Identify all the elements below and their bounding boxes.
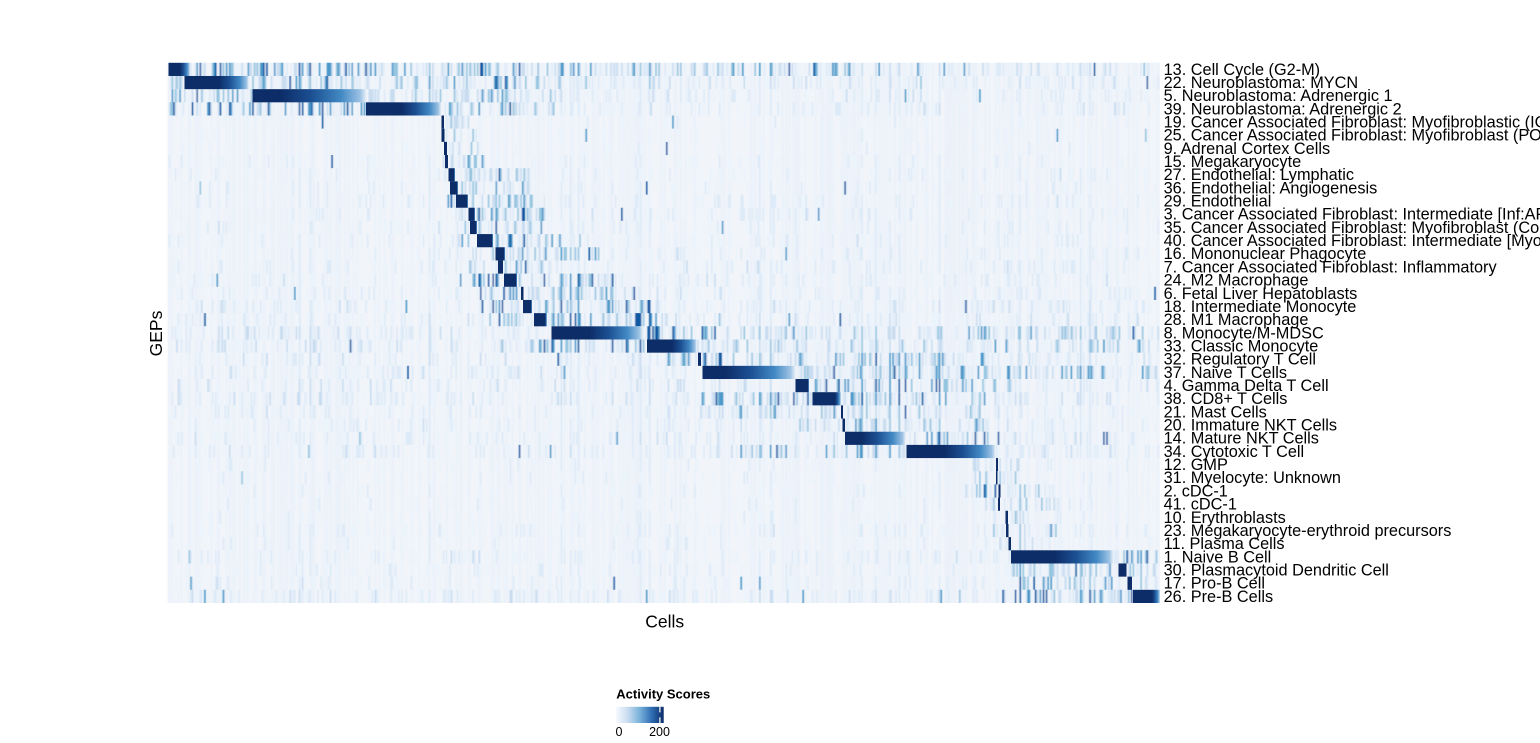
svg-text:40. Cancer Associated Fibrobla: 40. Cancer Associated Fibroblast: Interm…	[1164, 232, 1540, 250]
svg-text:10. Erythroblasts: 10. Erythroblasts	[1164, 509, 1286, 527]
svg-text:38. CD8+ T Cells: 38. CD8+ T Cells	[1164, 390, 1288, 408]
svg-text:21. Mast Cells: 21. Mast Cells	[1164, 403, 1267, 421]
svg-text:3. Cancer Associated Fibroblas: 3. Cancer Associated Fibroblast: Interme…	[1164, 206, 1540, 224]
svg-text:12. GMP: 12. GMP	[1164, 456, 1228, 474]
svg-text:37. Naive T Cells: 37. Naive T Cells	[1164, 364, 1287, 382]
svg-text:13. Cell Cycle (G2-M): 13. Cell Cycle (G2-M)	[1164, 61, 1321, 79]
svg-text:15. Megakaryocyte: 15. Megakaryocyte	[1164, 153, 1302, 171]
svg-text:24. M2 Macrophage: 24. M2 Macrophage	[1164, 272, 1309, 290]
svg-text:41. cDC-1: 41. cDC-1	[1164, 496, 1237, 514]
svg-text:9. Adrenal Cortex Cells: 9. Adrenal Cortex Cells	[1164, 140, 1331, 158]
svg-text:0: 0	[616, 725, 623, 739]
svg-text:29. Endothelial: 29. Endothelial	[1164, 193, 1272, 211]
svg-text:33. Classic Monocyte: 33. Classic Monocyte	[1164, 338, 1319, 356]
svg-text:16. Mononuclear Phagocyte: 16. Mononuclear Phagocyte	[1164, 245, 1367, 263]
svg-text:20. Immature NKT Cells: 20. Immature NKT Cells	[1164, 417, 1337, 435]
svg-text:39. Neuroblastoma: Adrenergic: 39. Neuroblastoma: Adrenergic 2	[1164, 100, 1402, 118]
svg-text:35. Cancer Associated Fibrobla: 35. Cancer Associated Fibroblast: Myofib…	[1164, 219, 1540, 237]
svg-text:22. Neuroblastoma: MYCN: 22. Neuroblastoma: MYCN	[1164, 74, 1359, 92]
svg-text:32. Regulatory T Cell: 32. Regulatory T Cell	[1164, 351, 1316, 369]
svg-text:26. Pre-B Cells: 26. Pre-B Cells	[1164, 588, 1274, 606]
svg-text:25. Cancer Associated Fibrobla: 25. Cancer Associated Fibroblast: Myofib…	[1164, 127, 1540, 145]
svg-text:4. Gamma Delta T Cell: 4. Gamma Delta T Cell	[1164, 377, 1329, 395]
svg-text:8. Monocyte/M-MDSC: 8. Monocyte/M-MDSC	[1164, 324, 1324, 342]
svg-text:18. Intermediate Monocyte: 18. Intermediate Monocyte	[1164, 298, 1357, 316]
svg-text:GEPs: GEPs	[146, 310, 166, 356]
svg-text:5. Neuroblastoma: Adrenergic 1: 5. Neuroblastoma: Adrenergic 1	[1164, 87, 1393, 105]
svg-text:31. Myelocyte: Unknown: 31. Myelocyte: Unknown	[1164, 469, 1341, 487]
svg-text:14. Mature NKT Cells: 14. Mature NKT Cells	[1164, 430, 1319, 448]
svg-text:Cells: Cells	[645, 612, 684, 632]
svg-text:7. Cancer Associated Fibroblas: 7. Cancer Associated Fibroblast: Inflamm…	[1164, 258, 1498, 276]
svg-text:34. Cytotoxic T Cell: 34. Cytotoxic T Cell	[1164, 443, 1305, 461]
svg-text:2. cDC-1: 2. cDC-1	[1164, 482, 1228, 500]
svg-text:27. Endothelial: Lymphatic: 27. Endothelial: Lymphatic	[1164, 166, 1354, 184]
svg-text:11. Plasma Cells: 11. Plasma Cells	[1164, 535, 1285, 553]
svg-text:36. Endothelial: Angiogenesis: 36. Endothelial: Angiogenesis	[1164, 179, 1378, 197]
svg-text:200: 200	[649, 725, 670, 739]
svg-text:1. Naive B Cell: 1. Naive B Cell	[1164, 548, 1272, 566]
svg-text:Activity Scores: Activity Scores	[616, 687, 710, 702]
svg-text:23. Megakaryocyte-erythroid pr: 23. Megakaryocyte-erythroid precursors	[1164, 522, 1452, 540]
svg-text:17. Pro-B Cell: 17. Pro-B Cell	[1164, 575, 1265, 593]
svg-text:6. Fetal Liver Hepatoblasts: 6. Fetal Liver Hepatoblasts	[1164, 285, 1358, 303]
svg-text:28. M1 Macrophage: 28. M1 Macrophage	[1164, 311, 1309, 329]
svg-text:30. Plasmacytoid Dendritic Cel: 30. Plasmacytoid Dendritic Cell	[1164, 562, 1389, 580]
svg-text:19. Cancer Associated Fibrobla: 19. Cancer Associated Fibroblast: Myofib…	[1164, 114, 1540, 132]
